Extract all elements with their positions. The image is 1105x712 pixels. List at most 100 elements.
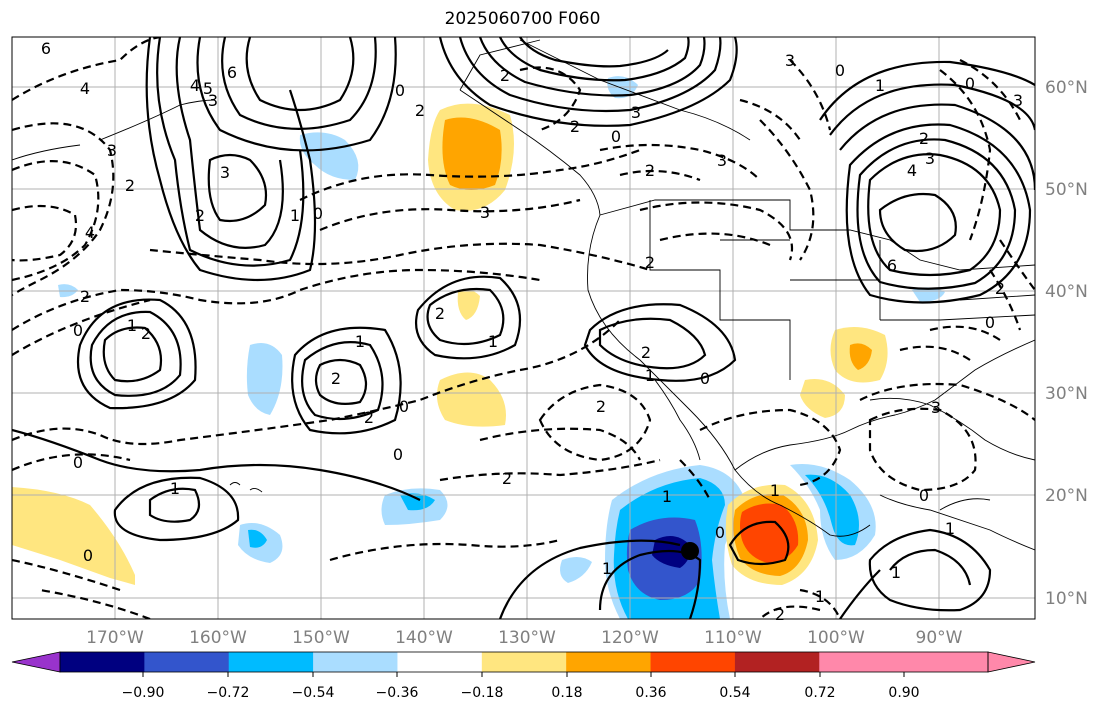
colorbar-tick-label: 0.36 bbox=[635, 685, 666, 701]
contour-label: 2 bbox=[775, 605, 785, 624]
colorbar-segment bbox=[60, 652, 145, 672]
contour-label: 2 bbox=[995, 279, 1005, 298]
contour-label: 1 bbox=[770, 481, 780, 500]
lon-tick-label: 110°W bbox=[704, 628, 762, 648]
colorbar-tick-label: −0.54 bbox=[292, 685, 335, 701]
lon-tick-label: 170°W bbox=[86, 628, 144, 648]
contour-label: 3 bbox=[220, 163, 230, 182]
contour-label: 1 bbox=[875, 76, 885, 95]
positive-contours bbox=[12, 37, 1035, 619]
contour-label: 0 bbox=[965, 74, 975, 93]
lon-tick-label: 90°W bbox=[916, 628, 963, 648]
colorbar-tick-label: −0.18 bbox=[461, 685, 504, 701]
colorbar-tick-label: −0.90 bbox=[122, 685, 165, 701]
colorbar bbox=[11, 651, 1036, 673]
shade-negative-gulf-east-inner bbox=[805, 474, 859, 546]
lat-tick-label: 30°N bbox=[1045, 384, 1088, 404]
lat-tick-label: 60°N bbox=[1045, 78, 1088, 98]
lon-tick-label: 120°W bbox=[601, 628, 659, 648]
contour-label: 2 bbox=[500, 66, 510, 85]
shade-orange-texas bbox=[849, 343, 872, 370]
contour-label: 0 bbox=[393, 445, 403, 464]
contour-label: 1 bbox=[290, 206, 300, 225]
shade-orange-bc bbox=[442, 117, 502, 190]
contour-label: 1 bbox=[488, 332, 498, 351]
contour-label: 2 bbox=[435, 304, 445, 323]
contour-label: 2 bbox=[641, 343, 651, 362]
contour-label: 0 bbox=[73, 321, 83, 340]
contour-label: 0 bbox=[399, 397, 409, 416]
latitude-tick-labels: 60°N 50°N 40°N 30°N 20°N 10°N bbox=[1045, 78, 1088, 609]
lon-tick-label: 130°W bbox=[498, 628, 556, 648]
contour-label: 0 bbox=[985, 313, 995, 332]
contour-label: 1 bbox=[662, 487, 672, 506]
colorbar-tick-labels: −0.90 −0.72 −0.54 −0.36 −0.18 0.18 0.36 0.54 0.7… bbox=[122, 672, 920, 701]
contour-label: 6 bbox=[887, 256, 897, 275]
contour-label: 0 bbox=[835, 61, 845, 80]
colorbar-tick-label: 0.90 bbox=[888, 685, 919, 701]
lon-tick-label: 160°W bbox=[189, 628, 247, 648]
lon-tick-label: 140°W bbox=[395, 628, 453, 648]
graticule bbox=[12, 37, 1035, 619]
shade-negative-pacific-4-inner bbox=[248, 529, 267, 548]
contour-label: 5 bbox=[203, 79, 213, 98]
shade-positive-gulf bbox=[800, 379, 845, 418]
coastlines bbox=[12, 39, 1035, 551]
contour-label: 0 bbox=[919, 486, 929, 505]
contour-label: 2 bbox=[596, 397, 606, 416]
contour-label: 1 bbox=[355, 332, 365, 351]
contour-label: 4 bbox=[907, 161, 917, 180]
contour-label: 0 bbox=[700, 369, 710, 388]
contour-label: 1 bbox=[945, 519, 955, 538]
contour-label: 2 bbox=[502, 469, 512, 488]
lat-tick-label: 10°N bbox=[1045, 589, 1088, 609]
contour-label: 1 bbox=[127, 316, 137, 335]
contour-label: 3 bbox=[480, 203, 490, 222]
colorbar-segment bbox=[734, 652, 820, 672]
lon-tick-label: 100°W bbox=[807, 628, 865, 648]
contour-label: 3 bbox=[107, 141, 117, 160]
colorbar-segment bbox=[228, 652, 314, 672]
contour-label: 2 bbox=[125, 176, 135, 195]
contour-label: 2 bbox=[645, 253, 655, 272]
contour-label: 2 bbox=[919, 129, 929, 148]
contour-label: 6 bbox=[41, 39, 51, 58]
contour-label: 0 bbox=[83, 546, 93, 565]
shade-negative-pacific-2 bbox=[246, 342, 283, 415]
colorbar-segment bbox=[397, 652, 483, 672]
colorbar-segment bbox=[819, 652, 905, 672]
colorbar-segment bbox=[566, 652, 652, 672]
colorbar-extend-high bbox=[987, 651, 1036, 673]
contour-label: 1 bbox=[815, 587, 825, 606]
colorbar-segment bbox=[313, 652, 398, 672]
colorbar-tick-label: −0.36 bbox=[376, 685, 419, 701]
shade-positive-small-1 bbox=[457, 289, 480, 320]
contour-label: 3 bbox=[631, 103, 641, 122]
lat-tick-label: 50°N bbox=[1045, 180, 1088, 200]
colorbar-tick-label: 0.18 bbox=[551, 685, 582, 701]
contour-label: 1 bbox=[602, 559, 612, 578]
shade-negative-pacific-3-inner bbox=[400, 493, 435, 511]
colorbar-segment bbox=[144, 652, 230, 672]
contour-label: 3 bbox=[1013, 91, 1023, 110]
contour-label: 2 bbox=[80, 287, 90, 306]
contour-label: 3 bbox=[717, 151, 727, 170]
shade-negative-pacific-small bbox=[560, 556, 592, 583]
contour-label: 0 bbox=[611, 127, 621, 146]
storm-center-dot bbox=[681, 542, 699, 560]
longitude-tick-labels: 170°W 160°W 150°W 140°W 130°W 120°W 110°W 100°W… bbox=[86, 628, 963, 648]
colorbar-tick-label: 0.54 bbox=[719, 685, 750, 701]
chart-title: 2025060700 F060 bbox=[444, 9, 601, 29]
contour-label: 2 bbox=[645, 161, 655, 180]
lon-tick-label: 150°W bbox=[292, 628, 350, 648]
contour-label: 4 bbox=[85, 223, 95, 242]
contour-label: 3 bbox=[785, 51, 795, 70]
contour-label: 2 bbox=[141, 324, 151, 343]
contour-label: 2 bbox=[364, 408, 374, 427]
contour-label: 2 bbox=[415, 101, 425, 120]
colorbar-segment bbox=[481, 652, 567, 672]
colorbar-tick-label: −0.72 bbox=[207, 685, 250, 701]
contour-label: 4 bbox=[80, 79, 90, 98]
